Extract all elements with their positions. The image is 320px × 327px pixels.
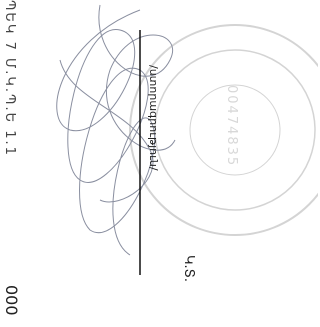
stamp-number: 00474835 xyxy=(224,85,239,167)
side-note: ՊԵԿ 7 Մ.Կ.Պ.Ե 1.1 xyxy=(2,0,17,157)
signature-label: /ստորագրություն/ xyxy=(147,65,160,171)
page: {"document": {"side_note": "ՊԵԿ 7 Մ.Կ.Պ.… xyxy=(0,0,320,327)
stamp-place: Կ.Տ. xyxy=(181,255,196,282)
document-fragment: 00474835 ՊԵԿ 7 Մ.Կ.Պ.Ե 1.1 000 /ստորագրո… xyxy=(0,0,318,327)
code: 000 xyxy=(2,285,21,316)
